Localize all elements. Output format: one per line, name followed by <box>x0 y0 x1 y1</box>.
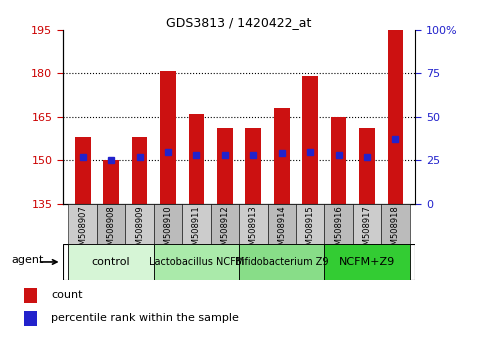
Text: GSM508911: GSM508911 <box>192 206 201 256</box>
Text: GSM508907: GSM508907 <box>78 206 87 256</box>
Bar <box>325 204 353 244</box>
Bar <box>160 70 176 204</box>
Bar <box>239 204 268 244</box>
Text: GSM508915: GSM508915 <box>306 206 314 256</box>
Text: GSM508914: GSM508914 <box>277 206 286 256</box>
Text: GSM508912: GSM508912 <box>220 206 229 256</box>
Text: agent: agent <box>11 255 43 265</box>
Bar <box>132 137 147 204</box>
Bar <box>126 204 154 244</box>
Bar <box>239 244 325 280</box>
Text: NCFM+Z9: NCFM+Z9 <box>339 257 395 267</box>
Bar <box>268 204 296 244</box>
Bar <box>325 244 410 280</box>
Bar <box>24 288 37 303</box>
Text: count: count <box>51 290 83 300</box>
Bar <box>211 204 239 244</box>
Text: GSM508910: GSM508910 <box>164 206 172 256</box>
Bar <box>69 244 154 280</box>
Bar <box>182 204 211 244</box>
Bar <box>189 114 204 204</box>
Bar <box>24 311 37 326</box>
Bar <box>154 204 182 244</box>
Text: Lactobacillus NCFM: Lactobacillus NCFM <box>149 257 244 267</box>
Text: GSM508917: GSM508917 <box>363 206 371 256</box>
Bar <box>69 204 97 244</box>
Bar <box>353 204 381 244</box>
Text: GSM508916: GSM508916 <box>334 206 343 256</box>
Bar <box>103 160 119 204</box>
Bar <box>302 76 318 204</box>
Text: GSM508918: GSM508918 <box>391 206 400 256</box>
Bar <box>97 204 126 244</box>
Bar <box>381 204 410 244</box>
Text: GSM508913: GSM508913 <box>249 206 258 256</box>
Bar <box>75 137 90 204</box>
Text: percentile rank within the sample: percentile rank within the sample <box>51 313 239 323</box>
Bar <box>388 30 403 204</box>
Bar <box>359 129 375 204</box>
Text: control: control <box>92 257 130 267</box>
Bar <box>245 129 261 204</box>
Bar <box>217 129 233 204</box>
Bar <box>154 244 239 280</box>
Bar <box>274 108 289 204</box>
Bar <box>331 117 346 204</box>
Bar <box>296 204 325 244</box>
Text: GSM508908: GSM508908 <box>107 206 115 256</box>
Text: Bifidobacterium Z9: Bifidobacterium Z9 <box>235 257 328 267</box>
Text: GSM508909: GSM508909 <box>135 206 144 256</box>
Title: GDS3813 / 1420422_at: GDS3813 / 1420422_at <box>167 16 312 29</box>
